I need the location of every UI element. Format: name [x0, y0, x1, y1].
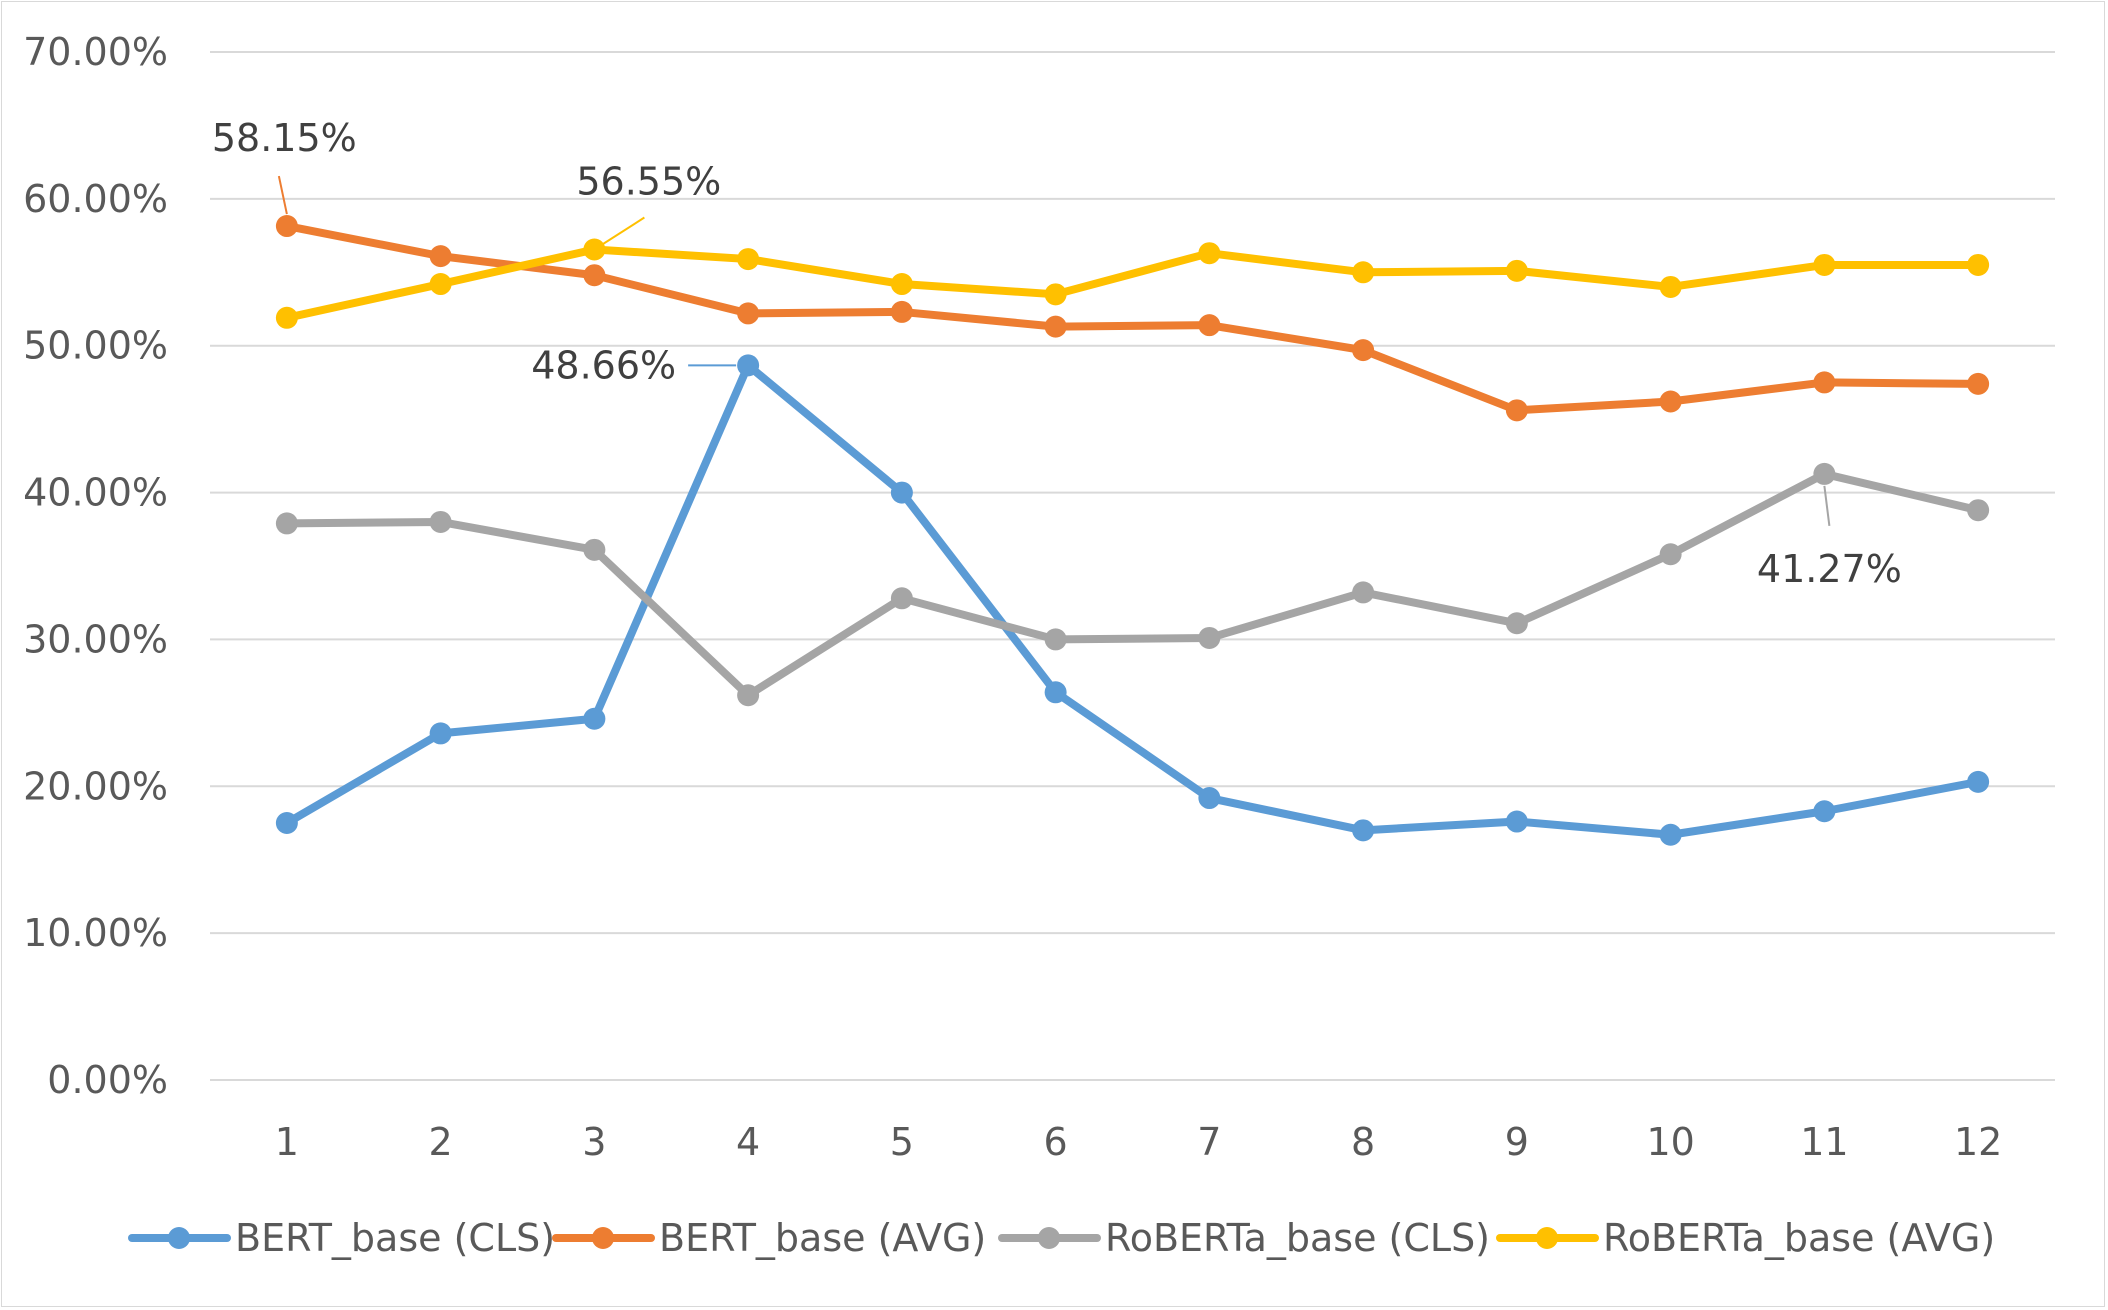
data-point: [1044, 628, 1067, 651]
x-tick-label: 8: [1351, 1120, 1375, 1164]
data-point: [737, 248, 760, 271]
data-point: [1198, 242, 1221, 265]
data-point: [583, 707, 606, 730]
data-point: [1044, 681, 1067, 704]
data-point: [1659, 390, 1682, 413]
x-tick-label: 7: [1197, 1120, 1221, 1164]
x-tick-label: 6: [1044, 1120, 1068, 1164]
x-tick-label: 10: [1646, 1120, 1694, 1164]
data-point: [1505, 399, 1528, 422]
data-point: [275, 306, 298, 329]
y-tick-label: 50.00%: [23, 324, 168, 368]
data-point: [429, 510, 452, 533]
data-point: [1044, 315, 1067, 338]
data-point: [1813, 462, 1836, 485]
data-point: [583, 264, 606, 287]
data-point: [1659, 823, 1682, 846]
data-point: [1352, 581, 1375, 604]
x-tick-label: 12: [1954, 1120, 2002, 1164]
y-tick-label: 30.00%: [23, 617, 168, 661]
data-point: [890, 300, 913, 323]
legend-marker: [1038, 1227, 1060, 1249]
x-tick-label: 1: [275, 1120, 299, 1164]
data-label: 58.15%: [212, 116, 357, 160]
x-tick-label: 5: [890, 1120, 914, 1164]
data-point: [1967, 499, 1990, 522]
data-point: [1505, 259, 1528, 282]
leader-line: [277, 175, 288, 215]
data-point: [1505, 810, 1528, 833]
legend-label: RoBERTa_base (AVG): [1603, 1216, 1995, 1260]
legend-marker: [1536, 1227, 1558, 1249]
series-line: [282, 222, 1983, 415]
y-tick-label: 0.00%: [47, 1058, 168, 1102]
y-tick-label: 20.00%: [23, 764, 168, 808]
data-point: [275, 512, 298, 535]
data-point: [737, 684, 760, 707]
data-point: [1813, 800, 1836, 823]
data-point: [890, 273, 913, 296]
x-tick-label: 11: [1800, 1120, 1848, 1164]
data-point: [1659, 543, 1682, 566]
data-point: [1198, 314, 1221, 337]
legend-label: RoBERTa_base (CLS): [1105, 1216, 1490, 1260]
data-point: [1352, 261, 1375, 284]
data-point: [275, 215, 298, 238]
data-point: [1198, 626, 1221, 649]
data-point: [1659, 275, 1682, 298]
data-point: [1813, 371, 1836, 394]
data-point: [1044, 283, 1067, 306]
legend-marker: [592, 1227, 614, 1249]
legend-label: BERT_base (CLS): [235, 1216, 555, 1260]
data-point: [1967, 770, 1990, 793]
data-point: [275, 812, 298, 834]
data-point: [583, 538, 606, 561]
data-point: [1967, 253, 1990, 276]
leader-line: [593, 216, 645, 251]
x-tick-label: 2: [429, 1120, 453, 1164]
data-point: [1352, 339, 1375, 362]
series-line: [282, 469, 1983, 700]
data-point: [737, 354, 760, 377]
x-tick-label: 3: [582, 1120, 606, 1164]
data-point: [1813, 253, 1836, 276]
data-label: 56.55%: [576, 160, 721, 204]
data-point: [737, 302, 760, 325]
y-tick-label: 60.00%: [23, 177, 168, 221]
data-label: 48.66%: [531, 343, 676, 387]
leader-line: [1823, 485, 1831, 527]
y-tick-label: 40.00%: [23, 471, 168, 515]
data-point: [1967, 372, 1990, 395]
data-point: [890, 587, 913, 610]
data-point: [429, 722, 452, 745]
x-tick-label: 9: [1505, 1120, 1529, 1164]
data-point: [1352, 819, 1375, 842]
legend-label: BERT_base (AVG): [659, 1216, 986, 1260]
data-point: [429, 245, 452, 268]
series-line: [282, 361, 1983, 839]
y-tick-label: 10.00%: [23, 911, 168, 955]
data-point: [1505, 612, 1528, 635]
y-tick-label: 70.00%: [23, 30, 168, 74]
legend-marker: [168, 1227, 190, 1249]
x-tick-label: 4: [736, 1120, 760, 1164]
series-line: [282, 245, 1983, 322]
data-point: [890, 481, 913, 504]
data-point: [1198, 787, 1221, 810]
data-point: [429, 273, 452, 296]
data-label: 41.27%: [1757, 547, 1902, 591]
